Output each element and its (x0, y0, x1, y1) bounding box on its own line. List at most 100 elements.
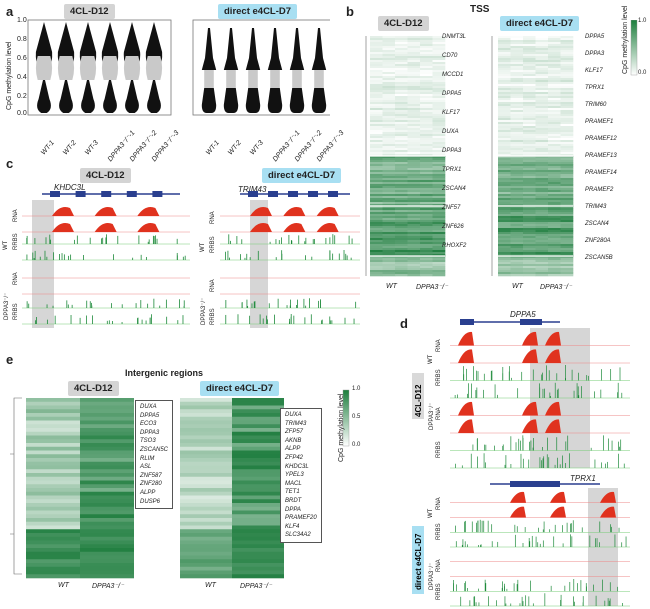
violin-e4cl-6 (311, 28, 327, 113)
panel-e-left-gene-3: ECO3 (140, 421, 157, 428)
panel-e-left-gene-6: ZSCAN5C (140, 446, 169, 453)
rna-peak (52, 207, 74, 216)
panel-e-right-gene-10: TET1 (285, 489, 300, 496)
violin-e4cl-1 (201, 28, 217, 113)
panel-d-rna-3: RNA (436, 497, 442, 510)
panel-e-xlabel-ko-right: DPPA3⁻/⁻ (240, 583, 272, 590)
panel-b-left-gene-1: DNMT3L (442, 34, 467, 40)
panel-e-right-gene-5: ALPP (285, 446, 301, 453)
panel-c-rrbs-2: RRBS (13, 303, 19, 320)
panel-a-ytick-6: 0.0 (17, 110, 27, 117)
panel-b-left-gene-4: DPPA5 (442, 91, 462, 97)
panel-c-rna-2: RNA (13, 272, 19, 285)
panel-e-legend-min: 0.0 (352, 442, 361, 448)
violin-e4cl-3 (245, 28, 261, 113)
panel-d-rrbs-1: RRBS (436, 369, 442, 386)
panel-b-left-gene-5: KLF17 (442, 110, 460, 116)
panel-e-right-gene-7: KHDC3L (285, 463, 309, 470)
panel-a-ytick-4: 0.4 (17, 74, 27, 81)
violin-e4cl-4 (267, 28, 283, 113)
panel-e-left-gene-11: ALPP (140, 489, 156, 496)
violin-4cl-2 (57, 22, 75, 113)
panel-b-left-gene-11: ZNF626 (442, 224, 464, 230)
panel-b-heatmap-4cl (370, 36, 446, 277)
panel-b-heatmaps (365, 36, 574, 277)
panel-b-xlabel-ko-right: DPPA3⁻/⁻ (540, 284, 572, 291)
panel-c-rrbs-3: RRBS (210, 236, 216, 253)
panel-b-header-4cl: 4CL-D12 (378, 16, 429, 31)
panel-e-title: Intergenic regions (125, 368, 204, 378)
panel-b-left-gene-6: DUXA (442, 129, 459, 135)
violin-4cl-1 (35, 22, 53, 113)
panel-c-rrbs-4: RRBS (210, 308, 216, 325)
rna-peak (550, 506, 566, 518)
panel-e-right-gene-3: ZFP57 (285, 429, 304, 436)
panel-e-right-gene-14: KLF4 (285, 523, 300, 530)
rna-peak (283, 207, 306, 216)
panel-e-right-gene-9: MACL (285, 480, 302, 487)
highlight-region (32, 200, 54, 328)
panel-b-right-gene-6: PRAMEF1 (585, 119, 614, 125)
panel-b-label: b (346, 4, 354, 19)
panel-b-right-gene-10: PRAMEF2 (585, 187, 614, 193)
panel-e-left-gene-7: RLIM (140, 455, 155, 462)
panel-d-rrbs-2: RRBS (436, 441, 442, 458)
panel-e-xlabel-wt-left: WT (58, 582, 69, 589)
panel-a-ytick-2: 0.8 (17, 36, 27, 43)
panel-b-legend-max: 1.0 (638, 18, 647, 24)
panel-d-rrbs-3: RRBS (436, 523, 442, 540)
panel-d-rna-4: RNA (436, 559, 442, 572)
panel-e-heatmap-4cl (26, 398, 134, 579)
panel-b-header-e4cl: direct e4CL-D7 (500, 16, 580, 31)
panel-d-rna-1: RNA (436, 339, 442, 352)
panel-b-right-gene-13: ZNF280A (585, 238, 611, 244)
panel-e-legend-label: CpG methylation level (338, 393, 345, 462)
panel-e-header-4cl: 4CL-D12 (68, 381, 119, 396)
panel-e-colorbar (342, 389, 350, 447)
rna-peak (522, 419, 538, 433)
panel-b-title: TSS (470, 4, 490, 15)
rna-peak (545, 349, 561, 363)
panel-e-left-gene-1: DUXA (140, 404, 157, 410)
panel-b-right-gene-11: TRIM43 (585, 204, 607, 210)
rna-peak (94, 223, 117, 232)
panel-b-legend-label: CpG methylation level (622, 5, 629, 74)
panel-e-left-gene-9: ZNF587 (140, 472, 162, 479)
panel-b-left-gene-12: RHOXF2 (442, 243, 467, 249)
panel-e-right-gene-4: AKNB (285, 437, 302, 444)
panel-e-right-gene-6: ZFP42 (285, 454, 304, 461)
rna-peak (545, 331, 561, 346)
panel-c-gene-left: KHDC3L (54, 183, 86, 192)
panel-b-right-gene-14: ZSCAN5B (585, 255, 613, 261)
panel-e-left-gene-12: DUSP6 (140, 498, 161, 505)
rna-peak (545, 401, 561, 416)
panel-b-right-gene-8: PRAMEF13 (585, 153, 617, 159)
panel-e-heatmap-e4cl (180, 398, 284, 579)
rna-peak (316, 223, 339, 232)
rna-peak (250, 223, 272, 232)
violin-4cl-6 (145, 22, 163, 113)
panel-e-right-gene-list: DUXA TRIM43 ZFP57 AKNB ALPP ZFP42 KHDC3L YPEL3 M… (280, 408, 322, 543)
panel-b-right-gene-9: PRAMEF14 (585, 170, 617, 176)
panel-e-right-gene-13: PRAMEF20 (285, 515, 317, 522)
panel-b-right-gene-7: PRAMEF12 (585, 136, 617, 142)
panel-b-heatmap-e4cl (498, 36, 574, 277)
panel-a-ytick-1: 1.0 (17, 17, 27, 24)
panel-c-ko-label-right: DPPA3⁻/⁻ (201, 297, 207, 325)
panel-e-right-gene-15: SLC34A2 (285, 532, 311, 539)
panel-e-left-gene-list: DUXA DPPA5 ECO3 DPPA3 TSO3 ZSCAN5C RLIM ASL ZNF5… (135, 400, 174, 510)
panel-b-left-gene-8: TPRX1 (442, 167, 462, 173)
rna-peak (600, 506, 616, 518)
rna-peak (510, 506, 526, 518)
rna-peak (316, 207, 339, 216)
panel-d-header-4cl: 4CL-D12 (414, 384, 423, 417)
panel-c-header-e4cl: direct e4CL-D7 (262, 168, 342, 183)
rna-peak (522, 401, 538, 416)
panel-c-label: c (6, 156, 14, 171)
violin-4cl-5 (123, 22, 141, 113)
panel-d-rna-2: RNA (436, 407, 442, 420)
panel-c-rna-3: RNA (210, 211, 216, 224)
panel-e-right-gene-1: DUXA (285, 412, 302, 418)
panel-e-label: e (6, 352, 14, 367)
panel-a-ytick-3: 0.6 (17, 55, 27, 62)
